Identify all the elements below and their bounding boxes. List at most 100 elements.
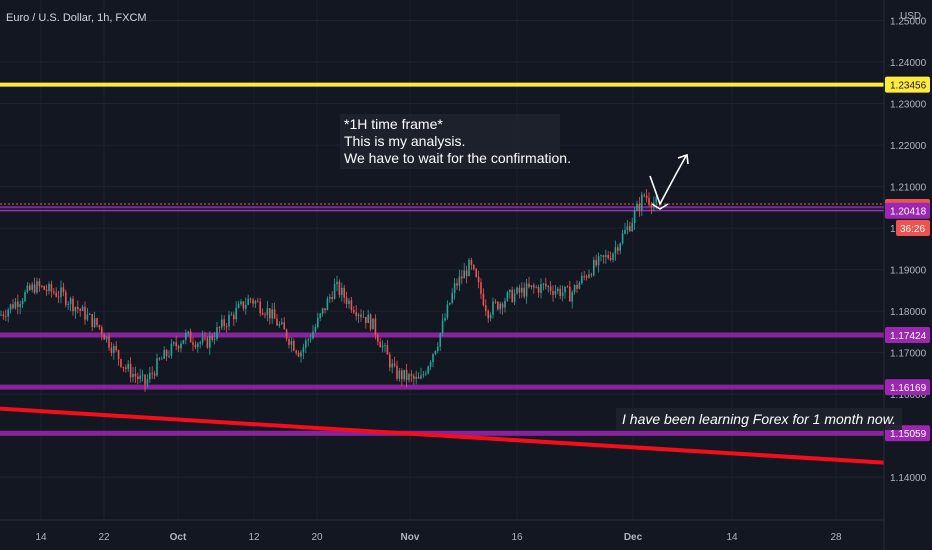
candle-body xyxy=(213,338,216,340)
price-tick-label: 1.14000 xyxy=(890,473,927,484)
candle-body xyxy=(624,229,626,234)
candle-body xyxy=(470,259,473,265)
time-tick-label: 14 xyxy=(35,532,47,543)
candle-body xyxy=(336,281,338,285)
candle-body xyxy=(105,336,108,340)
candle-body xyxy=(506,292,509,301)
candle-body xyxy=(218,327,221,328)
candle-body xyxy=(549,286,552,292)
candle-body xyxy=(578,282,581,289)
candle-body xyxy=(600,255,602,257)
candle-body xyxy=(192,342,194,345)
candle-body xyxy=(43,286,45,290)
candle-body xyxy=(609,258,612,260)
candle-body xyxy=(216,327,218,339)
candle-body xyxy=(326,298,329,311)
candle-body xyxy=(401,370,403,380)
symbol-title: Euro / U.S. Dollar, 1h, FXCM xyxy=(6,12,147,24)
price-tick-label: 1.18000 xyxy=(890,307,927,318)
candle-body xyxy=(209,335,211,348)
candle-body xyxy=(129,363,132,378)
candle-body xyxy=(415,376,417,379)
countdown-bg xyxy=(896,220,930,237)
level-tag-1: 1.17424 xyxy=(890,331,927,342)
candle-body xyxy=(561,292,564,297)
level-tag-1-bg xyxy=(885,327,930,344)
candle-body xyxy=(146,379,149,385)
candle-body xyxy=(285,329,288,339)
candle-body xyxy=(122,366,125,368)
candle-body xyxy=(629,226,631,232)
candle-body xyxy=(643,194,645,196)
candle-body xyxy=(24,292,26,302)
candle-body xyxy=(223,319,225,326)
candle-body xyxy=(19,304,21,308)
candle-body xyxy=(72,298,74,312)
candle-body xyxy=(309,338,312,340)
candle-body xyxy=(21,301,24,305)
candle-body xyxy=(36,281,38,293)
candle-body xyxy=(559,288,561,297)
arrow-head-icon xyxy=(677,153,689,165)
candle-body xyxy=(357,314,360,316)
candle-body xyxy=(453,283,456,294)
candle-body xyxy=(523,287,525,297)
candle-body xyxy=(614,247,617,254)
candle-body xyxy=(317,317,319,327)
candle-body xyxy=(441,320,444,334)
candle-body xyxy=(365,316,367,324)
candle-body xyxy=(110,347,113,353)
time-axis[interactable] xyxy=(0,520,884,550)
candle-body xyxy=(557,288,559,292)
candle-body xyxy=(432,354,434,363)
candle-body xyxy=(264,314,266,316)
candle-body xyxy=(597,256,600,266)
candle-body xyxy=(108,336,110,348)
price-tag-1-bg xyxy=(885,202,930,219)
candle-body xyxy=(269,308,271,319)
candle-body xyxy=(53,291,55,293)
candle-body xyxy=(554,291,557,295)
time-tick-label: 28 xyxy=(830,532,842,543)
candle-body xyxy=(353,310,355,313)
candle-body xyxy=(324,308,326,311)
candle-body xyxy=(410,374,413,376)
candle-body xyxy=(348,300,350,304)
candle-body xyxy=(362,316,365,318)
note-line-1: *1H time frame* xyxy=(344,116,443,132)
candle-body xyxy=(650,203,653,208)
candle-body xyxy=(528,283,530,287)
candle-body xyxy=(225,325,228,327)
candle-body xyxy=(132,373,134,378)
projection-arrow-path xyxy=(649,155,687,206)
candle-body xyxy=(156,358,158,376)
candle-body xyxy=(194,344,197,348)
candle-body xyxy=(583,275,585,277)
candle-body xyxy=(420,375,422,379)
candle-body xyxy=(377,334,379,342)
candle-body xyxy=(55,292,57,297)
candle-body xyxy=(204,337,206,339)
candle-body xyxy=(595,260,597,266)
candle-body xyxy=(641,194,643,211)
candle-body xyxy=(393,363,396,366)
candle-body xyxy=(48,283,50,292)
candle-body xyxy=(7,309,9,317)
candle-body xyxy=(501,303,504,308)
candle-body xyxy=(384,345,386,347)
level-tag-2-bg xyxy=(885,379,930,396)
candle-body xyxy=(33,284,36,293)
candle-body xyxy=(271,309,273,319)
candle-body xyxy=(329,297,331,299)
time-tick-label: 16 xyxy=(511,532,523,543)
candle-body xyxy=(249,298,252,300)
candle-body xyxy=(240,301,242,305)
price-tick-label: 1.25000 xyxy=(890,17,927,28)
candle-body xyxy=(189,331,192,343)
candle-body xyxy=(398,370,401,379)
candle-body xyxy=(211,335,213,340)
candle-body xyxy=(480,282,482,294)
time-tick-label: 22 xyxy=(98,532,110,543)
candle-body xyxy=(590,274,593,276)
